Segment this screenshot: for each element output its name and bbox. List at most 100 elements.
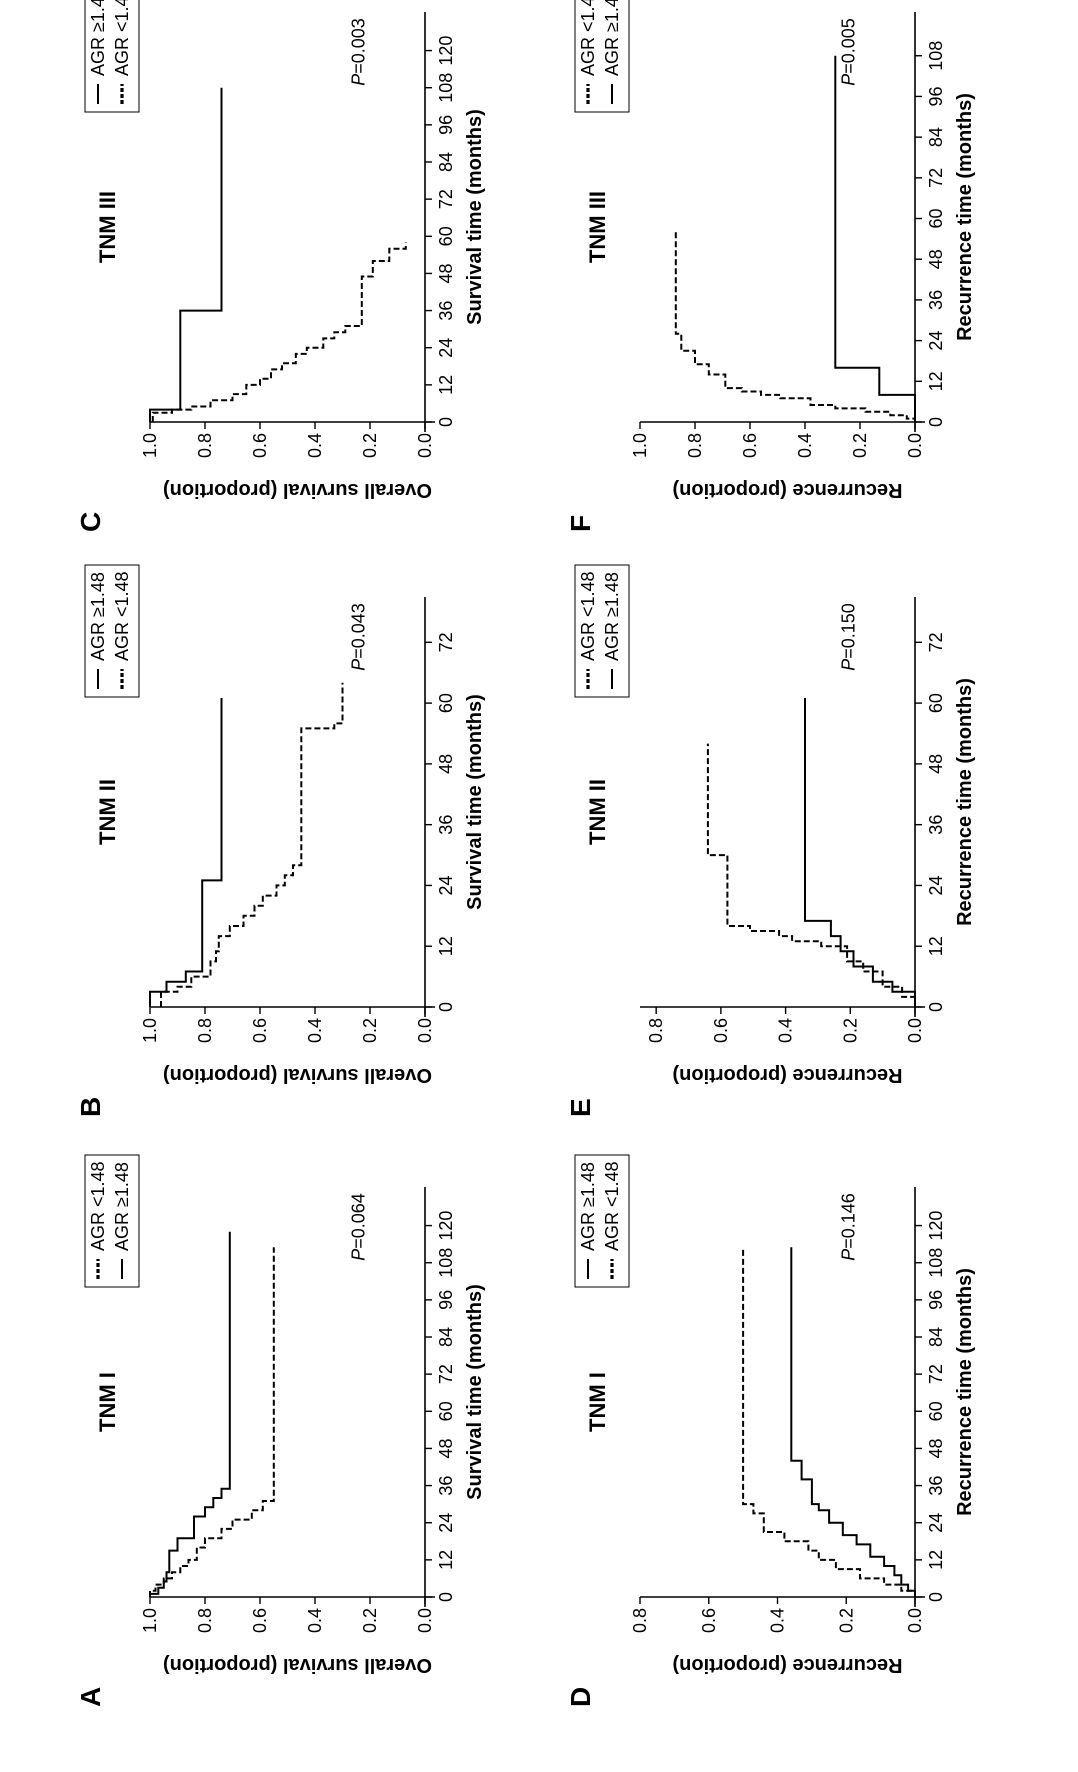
y-tick-label: 0.2 xyxy=(360,1608,380,1633)
panel-letter: A xyxy=(75,1687,106,1707)
legend-label: AGR <1.48 xyxy=(112,571,132,661)
y-tick-label: 0.0 xyxy=(415,433,435,458)
x-tick-label: 72 xyxy=(926,1364,946,1384)
p-value: =0.150 xyxy=(839,603,859,659)
x-axis-title: Survival time (months) xyxy=(464,1284,486,1500)
p-value: =0.064 xyxy=(349,1193,369,1249)
x-tick-label: 48 xyxy=(926,1438,946,1458)
x-tick-label: 12 xyxy=(436,1550,456,1570)
y-tick-label: 1.0 xyxy=(630,433,650,458)
x-tick-label: 48 xyxy=(926,754,946,774)
x-tick-label: 12 xyxy=(436,936,456,956)
legend-label: AGR ≥1.48 xyxy=(602,0,622,76)
legend-label: AGR ≥1.48 xyxy=(602,572,622,661)
y-tick-label: 1.0 xyxy=(140,1608,160,1633)
x-tick-label: 96 xyxy=(926,1290,946,1310)
p-value-label: P=0.150 xyxy=(839,603,859,671)
series-line-agr-low xyxy=(149,1247,275,1597)
panel-title: TNM I xyxy=(585,1372,610,1432)
p-value-label: P=0.146 xyxy=(839,1193,859,1261)
legend-label: AGR <1.48 xyxy=(578,571,598,661)
series-line-agr-low xyxy=(742,1247,916,1597)
p-symbol: P xyxy=(839,1249,859,1261)
p-value-label: P=0.043 xyxy=(349,603,369,671)
x-tick-label: 60 xyxy=(436,1401,456,1421)
series-line-agr-high xyxy=(790,1247,916,1597)
p-symbol: P xyxy=(839,659,859,671)
x-tick-label: 108 xyxy=(926,1248,946,1278)
x-tick-label: 96 xyxy=(436,1290,456,1310)
legend-label: AGR ≥1.48 xyxy=(112,1162,132,1251)
panel-letter: D xyxy=(565,1687,596,1707)
y-tick-label: 0.0 xyxy=(905,1608,925,1633)
chart-panel-f: F TNM III 0 12 24 36 48 60 72 84 96 108 0.0 0.2 0.4 0.6… xyxy=(565,0,976,532)
x-tick-label: 72 xyxy=(926,168,946,188)
p-value: =0.043 xyxy=(349,603,369,659)
panel-letter: B xyxy=(75,1097,106,1117)
x-tick-label: 108 xyxy=(436,1248,456,1278)
p-value-label: P=0.005 xyxy=(839,18,859,86)
y-tick-label: 0.4 xyxy=(776,1018,796,1043)
p-value-label: P=0.003 xyxy=(349,18,369,86)
y-tick-label: 0.8 xyxy=(195,1608,215,1633)
x-tick-label: 0 xyxy=(926,1592,946,1602)
p-symbol: P xyxy=(349,74,369,86)
series-line-agr-low xyxy=(160,682,344,1007)
panel-letter: F xyxy=(565,515,596,532)
legend-box xyxy=(574,1154,630,1288)
x-axis-title: Survival time (months) xyxy=(464,109,486,325)
x-tick-label: 36 xyxy=(436,815,456,835)
p-symbol: P xyxy=(839,74,859,86)
x-tick-label: 48 xyxy=(436,1438,456,1458)
y-tick-label: 0.8 xyxy=(195,1018,215,1043)
panel-letter: C xyxy=(75,512,106,532)
chart-panel-c: C TNM III 0 12 24 36 48 60 72 84 96 108 120 0.0 0.2 0.4… xyxy=(75,0,486,532)
p-value-label: P=0.064 xyxy=(349,1193,369,1261)
y-tick-label: 0.8 xyxy=(685,433,705,458)
x-tick-label: 84 xyxy=(926,127,946,147)
y-tick-label: 0.0 xyxy=(415,1608,435,1633)
series-line-agr-high xyxy=(149,1231,231,1597)
y-axis-title: Recurrence (proportion) xyxy=(672,479,902,501)
legend-box xyxy=(84,1154,140,1288)
y-tick-label: 0.4 xyxy=(768,1608,788,1633)
x-tick-label: 0 xyxy=(436,1002,456,1012)
legend-label: AGR <1.48 xyxy=(578,0,598,76)
series-line-agr-high xyxy=(834,55,916,422)
y-tick-label: 0.6 xyxy=(250,433,270,458)
x-axis-title: Recurrence time (months) xyxy=(954,1268,976,1516)
x-tick-label: 24 xyxy=(926,331,946,351)
y-tick-label: 0.6 xyxy=(740,433,760,458)
series-line-agr-low xyxy=(706,743,916,1007)
x-tick-label: 0 xyxy=(436,417,456,427)
x-tick-label: 12 xyxy=(926,1550,946,1570)
y-tick-label: 0.4 xyxy=(305,433,325,458)
x-tick-label: 36 xyxy=(436,1476,456,1496)
p-value: =0.005 xyxy=(839,18,859,74)
panel-title: TNM I xyxy=(95,1372,120,1432)
x-tick-label: 72 xyxy=(926,632,946,652)
y-axis-title: Recurrence (proportion) xyxy=(672,1654,902,1676)
y-tick-label: 0.4 xyxy=(305,1018,325,1043)
legend-label: AGR ≥1.48 xyxy=(88,572,108,661)
y-tick-label: 0.2 xyxy=(840,1018,860,1043)
y-tick-label: 0.6 xyxy=(699,1608,719,1633)
x-tick-label: 24 xyxy=(926,875,946,895)
x-tick-label: 120 xyxy=(436,36,456,66)
panel-title: TNM II xyxy=(95,779,120,845)
x-tick-label: 72 xyxy=(436,632,456,652)
y-tick-label: 0.2 xyxy=(836,1608,856,1633)
x-tick-label: 24 xyxy=(436,875,456,895)
x-tick-label: 36 xyxy=(926,290,946,310)
x-tick-label: 108 xyxy=(926,41,946,71)
p-symbol: P xyxy=(349,659,369,671)
x-tick-label: 96 xyxy=(436,115,456,135)
y-tick-label: 0.6 xyxy=(250,1608,270,1633)
x-tick-label: 12 xyxy=(926,936,946,956)
x-tick-label: 120 xyxy=(436,1211,456,1241)
series-line-agr-low xyxy=(151,242,407,422)
panel-title: TNM III xyxy=(585,191,610,263)
y-tick-label: 0.6 xyxy=(711,1018,731,1043)
